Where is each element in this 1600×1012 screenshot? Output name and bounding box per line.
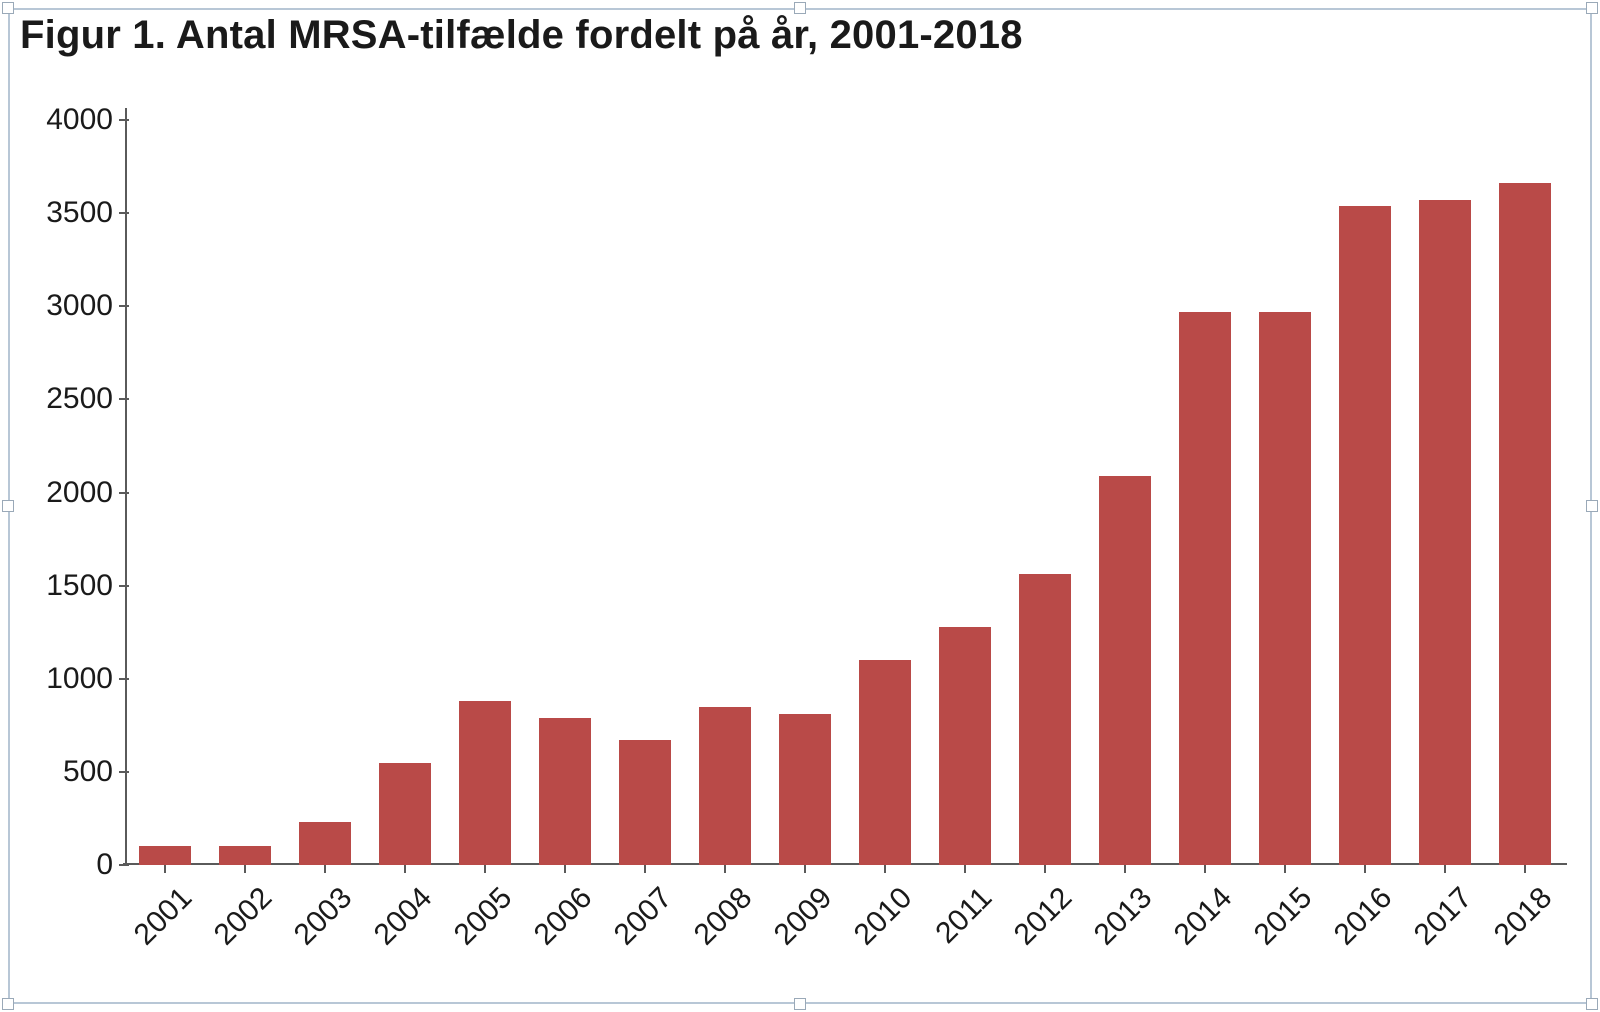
bar — [779, 714, 832, 865]
x-tick-label: 2001 — [118, 881, 199, 962]
selection-handle[interactable] — [1586, 500, 1598, 512]
bar — [1499, 183, 1552, 865]
bar — [939, 627, 992, 865]
y-tick-label: 0 — [96, 848, 113, 882]
bar — [1259, 312, 1312, 865]
x-tick-label: 2008 — [678, 881, 759, 962]
bar — [299, 822, 352, 865]
y-tick-mark — [119, 492, 129, 494]
x-tick-mark — [404, 865, 406, 873]
selection-handle[interactable] — [794, 2, 806, 14]
bar — [699, 707, 752, 865]
x-tick-label: 2013 — [1078, 881, 1159, 962]
x-tick-mark — [724, 865, 726, 873]
bar — [459, 701, 512, 865]
x-tick-mark — [244, 865, 246, 873]
x-tick-label: 2017 — [1398, 881, 1479, 962]
x-tick-label: 2011 — [918, 881, 999, 962]
x-tick-label: 2004 — [358, 881, 439, 962]
x-tick-label: 2003 — [278, 881, 359, 962]
bar — [619, 740, 672, 865]
x-tick-mark — [164, 865, 166, 873]
x-tick-mark — [484, 865, 486, 873]
x-tick-mark — [1444, 865, 1446, 873]
y-tick-label: 2000 — [46, 476, 113, 510]
bar — [1099, 476, 1152, 865]
x-tick-label: 2015 — [1238, 881, 1319, 962]
x-tick-label: 2012 — [998, 881, 1079, 962]
x-tick-label: 2010 — [838, 881, 919, 962]
selection-handle[interactable] — [794, 998, 806, 1010]
y-tick-label: 3500 — [46, 196, 113, 230]
x-tick-label: 2018 — [1478, 881, 1559, 962]
bar — [539, 718, 592, 865]
selection-handle[interactable] — [1586, 2, 1598, 14]
y-tick-mark — [119, 305, 129, 307]
y-tick-mark — [119, 678, 129, 680]
x-tick-mark — [804, 865, 806, 873]
y-tick-mark — [119, 119, 129, 121]
y-tick-label: 1000 — [46, 662, 113, 696]
x-tick-mark — [324, 865, 326, 873]
x-tick-mark — [564, 865, 566, 873]
y-tick-label: 500 — [63, 755, 113, 789]
bar — [219, 846, 272, 865]
x-tick-mark — [1524, 865, 1526, 873]
y-tick-mark — [119, 771, 129, 773]
x-tick-label: 2005 — [438, 881, 519, 962]
bar — [139, 846, 192, 865]
y-tick-mark — [119, 212, 129, 214]
x-tick-mark — [884, 865, 886, 873]
x-tick-label: 2014 — [1158, 881, 1239, 962]
x-tick-mark — [1124, 865, 1126, 873]
plot-area: 0500100015002000250030003500400020012002… — [125, 120, 1565, 865]
y-tick-mark — [119, 398, 129, 400]
x-tick-label: 2009 — [758, 881, 839, 962]
y-tick-label: 1500 — [46, 569, 113, 603]
bar — [1019, 574, 1072, 865]
selection-handle[interactable] — [2, 2, 14, 14]
y-tick-mark — [119, 585, 129, 587]
selection-handle[interactable] — [1586, 998, 1598, 1010]
x-tick-mark — [1284, 865, 1286, 873]
bar — [1339, 206, 1392, 865]
x-tick-label: 2002 — [198, 881, 279, 962]
y-tick-label: 4000 — [46, 103, 113, 137]
bar — [379, 763, 432, 865]
x-tick-mark — [1044, 865, 1046, 873]
x-tick-label: 2006 — [518, 881, 599, 962]
y-tick-label: 3000 — [46, 289, 113, 323]
chart-frame: Figur 1. Antal MRSA-tilfælde fordelt på … — [8, 8, 1592, 1004]
x-tick-mark — [1204, 865, 1206, 873]
bar — [1419, 200, 1472, 865]
selection-handle[interactable] — [2, 500, 14, 512]
x-tick-mark — [964, 865, 966, 873]
bar — [1179, 312, 1232, 865]
x-tick-label: 2016 — [1318, 881, 1399, 962]
x-tick-mark — [644, 865, 646, 873]
selection-handle[interactable] — [2, 998, 14, 1010]
x-tick-mark — [1364, 865, 1366, 873]
bar — [859, 660, 912, 865]
x-tick-label: 2007 — [598, 881, 679, 962]
chart-title: Figur 1. Antal MRSA-tilfælde fordelt på … — [20, 13, 1023, 58]
y-tick-label: 2500 — [46, 382, 113, 416]
